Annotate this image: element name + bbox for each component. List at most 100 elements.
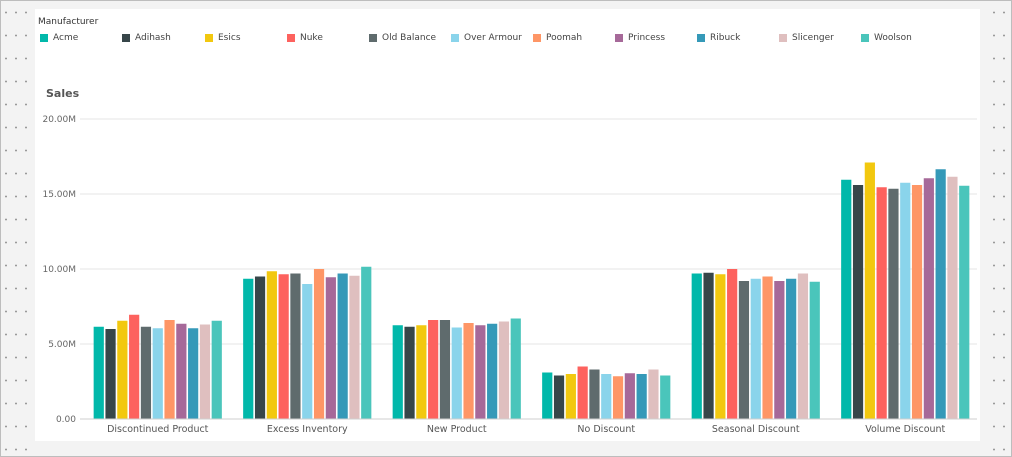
bar[interactable] [266, 271, 277, 419]
bar[interactable] [738, 281, 750, 419]
bar[interactable] [841, 179, 852, 419]
bar[interactable] [152, 328, 163, 419]
bar[interactable] [243, 278, 254, 419]
legend-label: Over Armour [464, 33, 522, 43]
bar[interactable] [428, 320, 439, 419]
bar[interactable] [715, 274, 726, 419]
bar[interactable] [553, 375, 565, 420]
bar[interactable] [888, 188, 899, 419]
bar[interactable] [762, 276, 773, 420]
legend-item[interactable]: Princess [615, 33, 665, 43]
x-category-label: Excess Inventory [267, 424, 348, 435]
chart-visual[interactable]: Manufacturer Acme Adihash Esics Nuke Old Bal… [35, 9, 980, 441]
legend-label: Poomah [546, 33, 583, 43]
legend-swatch [287, 34, 295, 42]
bar[interactable] [923, 178, 934, 419]
bar[interactable] [786, 278, 797, 419]
legend-item[interactable]: Old Balance [369, 33, 436, 43]
legend-item[interactable]: Over Armour [451, 33, 522, 43]
bar[interactable] [416, 325, 427, 419]
bar[interactable] [337, 273, 348, 420]
bar[interactable] [935, 169, 946, 419]
bar[interactable] [93, 326, 104, 419]
bar[interactable] [117, 320, 128, 419]
bar[interactable] [864, 162, 875, 420]
bar[interactable] [565, 374, 576, 419]
legend-item[interactable]: Poomah [533, 33, 582, 43]
bar[interactable] [691, 273, 702, 420]
bar[interactable] [487, 323, 498, 419]
y-tick-label: 10.00M [42, 265, 76, 275]
bar[interactable] [612, 376, 624, 419]
x-category-label: New Product [427, 424, 487, 435]
legend-swatch [533, 34, 541, 42]
legend-item[interactable]: Woolson [861, 33, 912, 43]
bar[interactable] [129, 314, 140, 419]
bar[interactable] [140, 326, 152, 419]
legend-item[interactable]: Adihash [122, 33, 171, 43]
legend-item[interactable]: Acme [40, 33, 78, 43]
bar[interactable] [660, 375, 671, 420]
legend-label: Slicenger [792, 33, 834, 43]
legend-swatch [40, 34, 48, 42]
bar[interactable] [439, 320, 451, 419]
bar[interactable] [577, 366, 588, 420]
canvas-grid-dots-right [989, 1, 1011, 456]
bar[interactable] [703, 272, 714, 419]
x-category-label: Volume Discount [865, 424, 945, 435]
bar[interactable] [498, 321, 510, 420]
bar[interactable] [809, 281, 820, 419]
legend-item[interactable]: Nuke [287, 33, 323, 43]
x-category-label: Discontinued Product [107, 424, 209, 435]
legend-label: Woolson [874, 33, 912, 43]
legend-swatch [451, 34, 459, 42]
bar[interactable] [164, 320, 175, 419]
legend-swatch [697, 34, 705, 42]
bar[interactable] [211, 320, 222, 419]
bar[interactable] [105, 329, 116, 419]
bar[interactable] [188, 328, 199, 419]
bar[interactable] [959, 185, 970, 419]
bar[interactable] [900, 182, 911, 419]
bar[interactable] [911, 185, 923, 419]
bar[interactable] [510, 318, 521, 420]
bar[interactable] [852, 185, 864, 419]
bar[interactable] [797, 273, 809, 420]
bar[interactable] [727, 269, 738, 419]
bar[interactable] [290, 273, 301, 420]
legend-item[interactable]: Esics [205, 33, 241, 43]
legend-label: Princess [628, 33, 666, 43]
legend-item[interactable]: Slicenger [779, 33, 834, 43]
bar[interactable] [278, 274, 289, 419]
bar[interactable] [176, 323, 187, 419]
bar[interactable] [313, 269, 325, 419]
legend-item[interactable]: Ribuck [697, 33, 740, 43]
bar[interactable] [542, 372, 553, 420]
bar[interactable] [601, 374, 612, 419]
bar[interactable] [624, 373, 635, 419]
bar[interactable] [302, 284, 313, 419]
bar[interactable] [589, 369, 600, 420]
bar[interactable] [947, 176, 958, 419]
bar[interactable] [254, 276, 266, 420]
bar[interactable] [392, 325, 403, 419]
bar[interactable] [349, 275, 360, 419]
bar[interactable] [451, 327, 462, 420]
bar[interactable] [404, 326, 415, 419]
legend-label: Old Balance [382, 33, 437, 43]
bar[interactable] [774, 281, 785, 419]
legend-label: Esics [218, 33, 241, 43]
legend-swatch [122, 34, 130, 42]
bar[interactable] [325, 277, 336, 419]
legend: Acme Adihash Esics Nuke Old Balance Over Armo… [35, 33, 980, 47]
bar[interactable] [361, 266, 372, 419]
legend-title: Manufacturer [38, 17, 99, 27]
bar[interactable] [750, 278, 761, 419]
bar[interactable] [199, 324, 211, 420]
bar[interactable] [636, 374, 647, 419]
bar[interactable] [648, 369, 659, 420]
bar[interactable] [876, 187, 887, 419]
bar[interactable] [463, 323, 474, 419]
bar[interactable] [475, 325, 486, 419]
y-tick-label: 5.00M [48, 340, 76, 350]
